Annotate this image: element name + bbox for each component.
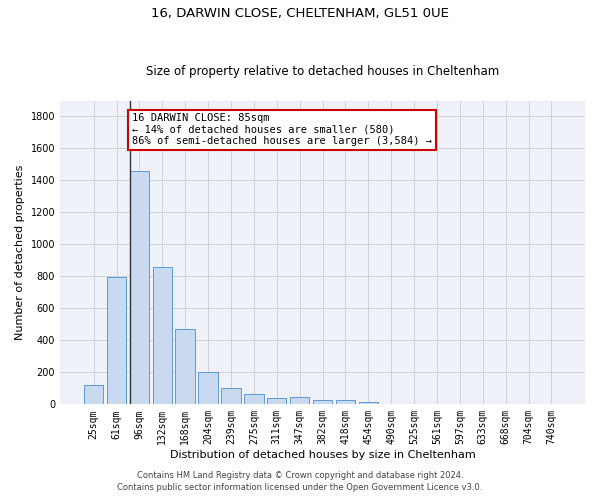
Title: Size of property relative to detached houses in Cheltenham: Size of property relative to detached ho… — [146, 66, 499, 78]
Text: 16, DARWIN CLOSE, CHELTENHAM, GL51 0UE: 16, DARWIN CLOSE, CHELTENHAM, GL51 0UE — [151, 8, 449, 20]
Bar — [335, 400, 355, 404]
Bar — [244, 394, 263, 404]
Bar — [152, 267, 172, 404]
Text: 16 DARWIN CLOSE: 85sqm
← 14% of detached houses are smaller (580)
86% of semi-de: 16 DARWIN CLOSE: 85sqm ← 14% of detached… — [132, 114, 432, 146]
Bar — [267, 398, 286, 404]
Bar — [107, 277, 126, 404]
Bar — [175, 329, 195, 404]
Bar — [199, 372, 218, 404]
Text: Contains HM Land Registry data © Crown copyright and database right 2024.
Contai: Contains HM Land Registry data © Crown c… — [118, 471, 482, 492]
Bar — [313, 400, 332, 404]
X-axis label: Distribution of detached houses by size in Cheltenham: Distribution of detached houses by size … — [170, 450, 475, 460]
Bar — [290, 397, 310, 404]
Bar — [359, 402, 378, 404]
Bar — [130, 171, 149, 404]
Bar — [84, 385, 103, 404]
Bar — [221, 388, 241, 404]
Y-axis label: Number of detached properties: Number of detached properties — [15, 164, 25, 340]
